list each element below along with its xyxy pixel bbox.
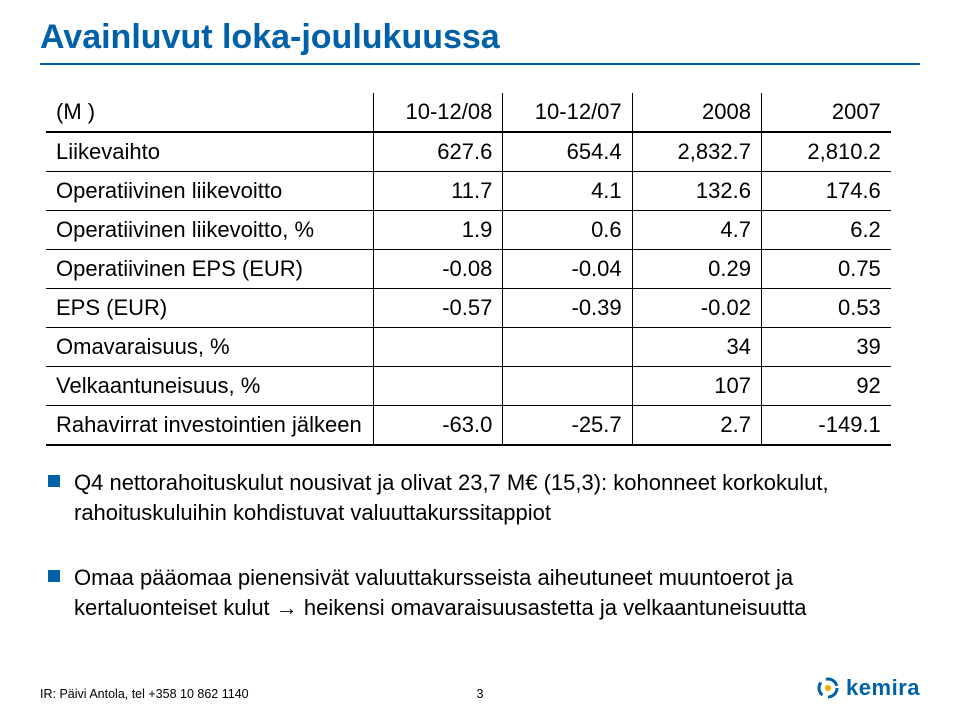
cell: 4.7 (632, 211, 761, 250)
table-row: Rahavirrat investointien jälkeen -63.0 -… (46, 406, 891, 446)
row-label: Omavaraisuus, % (46, 328, 374, 367)
table-row: Velkaantuneisuus, % 107 92 (46, 367, 891, 406)
bullet-item: Q4 nettorahoituskulut nousivat ja olivat… (48, 468, 920, 527)
cell: -0.39 (503, 289, 632, 328)
cell (503, 328, 632, 367)
cell: 39 (761, 328, 890, 367)
col-header-label: (M ) (46, 93, 374, 132)
cell (503, 367, 632, 406)
cell: 92 (761, 367, 890, 406)
footer: IR: Päivi Antola, tel +358 10 862 1140 3… (40, 675, 920, 701)
col-header: 10-12/07 (503, 93, 632, 132)
cell: 2,810.2 (761, 132, 890, 172)
table-row: Omavaraisuus, % 34 39 (46, 328, 891, 367)
table-row: EPS (EUR) -0.57 -0.39 -0.02 0.53 (46, 289, 891, 328)
cell: 0.6 (503, 211, 632, 250)
cell: 627.6 (374, 132, 503, 172)
cell: 654.4 (503, 132, 632, 172)
key-figures-table: (M ) 10-12/08 10-12/07 2008 2007 Liikeva… (46, 93, 891, 446)
bullet-square-icon (48, 570, 60, 582)
footer-page-number: 3 (40, 687, 920, 701)
cell: 2,832.7 (632, 132, 761, 172)
row-label: Rahavirrat investointien jälkeen (46, 406, 374, 446)
cell (374, 367, 503, 406)
cell: 2.7 (632, 406, 761, 446)
bullet-text: Q4 nettorahoituskulut nousivat ja olivat… (74, 468, 920, 527)
table-row: Operatiivinen liikevoitto, % 1.9 0.6 4.7… (46, 211, 891, 250)
cell: 0.53 (761, 289, 890, 328)
cell: -0.08 (374, 250, 503, 289)
cell: -25.7 (503, 406, 632, 446)
cell: 132.6 (632, 172, 761, 211)
col-header: 2008 (632, 93, 761, 132)
cell: 0.75 (761, 250, 890, 289)
bullet-square-icon (48, 475, 60, 487)
cell: 34 (632, 328, 761, 367)
bullet-item: Omaa pääomaa pienensivät valuuttakurssei… (48, 563, 920, 622)
cell: -0.04 (503, 250, 632, 289)
bullet-text: Omaa pääomaa pienensivät valuuttakurssei… (74, 563, 920, 622)
cell: 0.29 (632, 250, 761, 289)
cell: 4.1 (503, 172, 632, 211)
cell: 1.9 (374, 211, 503, 250)
table-row: Operatiivinen EPS (EUR) -0.08 -0.04 0.29… (46, 250, 891, 289)
bullet-list: Q4 nettorahoituskulut nousivat ja olivat… (48, 468, 920, 623)
cell: -0.02 (632, 289, 761, 328)
row-label: Operatiivinen liikevoitto (46, 172, 374, 211)
row-label: Operatiivinen EPS (EUR) (46, 250, 374, 289)
row-label: Operatiivinen liikevoitto, % (46, 211, 374, 250)
cell: 174.6 (761, 172, 890, 211)
cell: 6.2 (761, 211, 890, 250)
table-row: Operatiivinen liikevoitto 11.7 4.1 132.6… (46, 172, 891, 211)
cell: 107 (632, 367, 761, 406)
cell (374, 328, 503, 367)
cell: 11.7 (374, 172, 503, 211)
col-header: 10-12/08 (374, 93, 503, 132)
page-title: Avainluvut loka-joulukuussa (40, 18, 920, 65)
row-label: Velkaantuneisuus, % (46, 367, 374, 406)
row-label: EPS (EUR) (46, 289, 374, 328)
row-label: Liikevaihto (46, 132, 374, 172)
col-header: 2007 (761, 93, 890, 132)
cell: -63.0 (374, 406, 503, 446)
table-header-row: (M ) 10-12/08 10-12/07 2008 2007 (46, 93, 891, 132)
slide: Avainluvut loka-joulukuussa (M ) 10-12/0… (0, 0, 960, 713)
cell: -0.57 (374, 289, 503, 328)
table-row: Liikevaihto 627.6 654.4 2,832.7 2,810.2 (46, 132, 891, 172)
cell: -149.1 (761, 406, 890, 446)
